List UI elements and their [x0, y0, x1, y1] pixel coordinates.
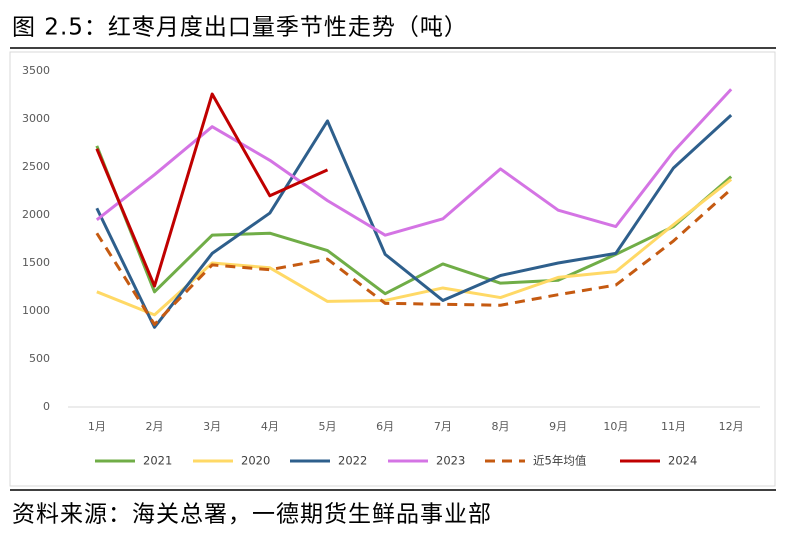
- chart-title: 图 2.5：红枣月度出口量季节性走势（吨）: [12, 15, 468, 41]
- legend-label: 2020: [241, 454, 270, 468]
- chart-frame: [9, 51, 776, 487]
- series-line: [96, 178, 733, 317]
- legend-label: 2024: [668, 454, 697, 468]
- x-tick-label: 8月: [492, 420, 510, 433]
- y-tick-label: 3000: [22, 112, 50, 125]
- x-tick-label: 1月: [88, 420, 106, 433]
- x-tick-label: 2月: [146, 420, 164, 433]
- x-tick-label: 4月: [261, 420, 279, 433]
- legend-label: 2021: [143, 454, 172, 468]
- x-tick-label: 6月: [376, 420, 394, 433]
- series-line: [95, 187, 733, 326]
- series-line: [95, 92, 329, 288]
- x-tick-label: 10月: [603, 420, 628, 433]
- series-line: [95, 145, 733, 296]
- x-tick-label: 9月: [549, 420, 567, 433]
- x-tick-label: 11月: [661, 420, 686, 433]
- y-tick-label: 1500: [22, 256, 50, 269]
- y-tick-label: 500: [29, 352, 50, 365]
- y-tick-label: 0: [43, 400, 50, 413]
- y-tick-label: 3500: [22, 64, 50, 77]
- y-tick-label: 1000: [22, 304, 50, 317]
- legend-label: 2022: [338, 454, 367, 468]
- legend-label: 2023: [436, 454, 465, 468]
- y-tick-label: 2000: [22, 208, 50, 221]
- y-tick-label: 2500: [22, 160, 50, 173]
- legend-label: 近5年均值: [533, 454, 587, 468]
- x-tick-label: 3月: [203, 420, 221, 433]
- x-tick-label: 12月: [719, 420, 744, 433]
- source: 资料来源：海关总署，一德期货生鲜品事业部: [12, 502, 492, 528]
- x-tick-label: 7月: [434, 420, 452, 433]
- series-line: [95, 114, 733, 329]
- series-line: [95, 88, 733, 237]
- x-tick-label: 5月: [319, 420, 337, 433]
